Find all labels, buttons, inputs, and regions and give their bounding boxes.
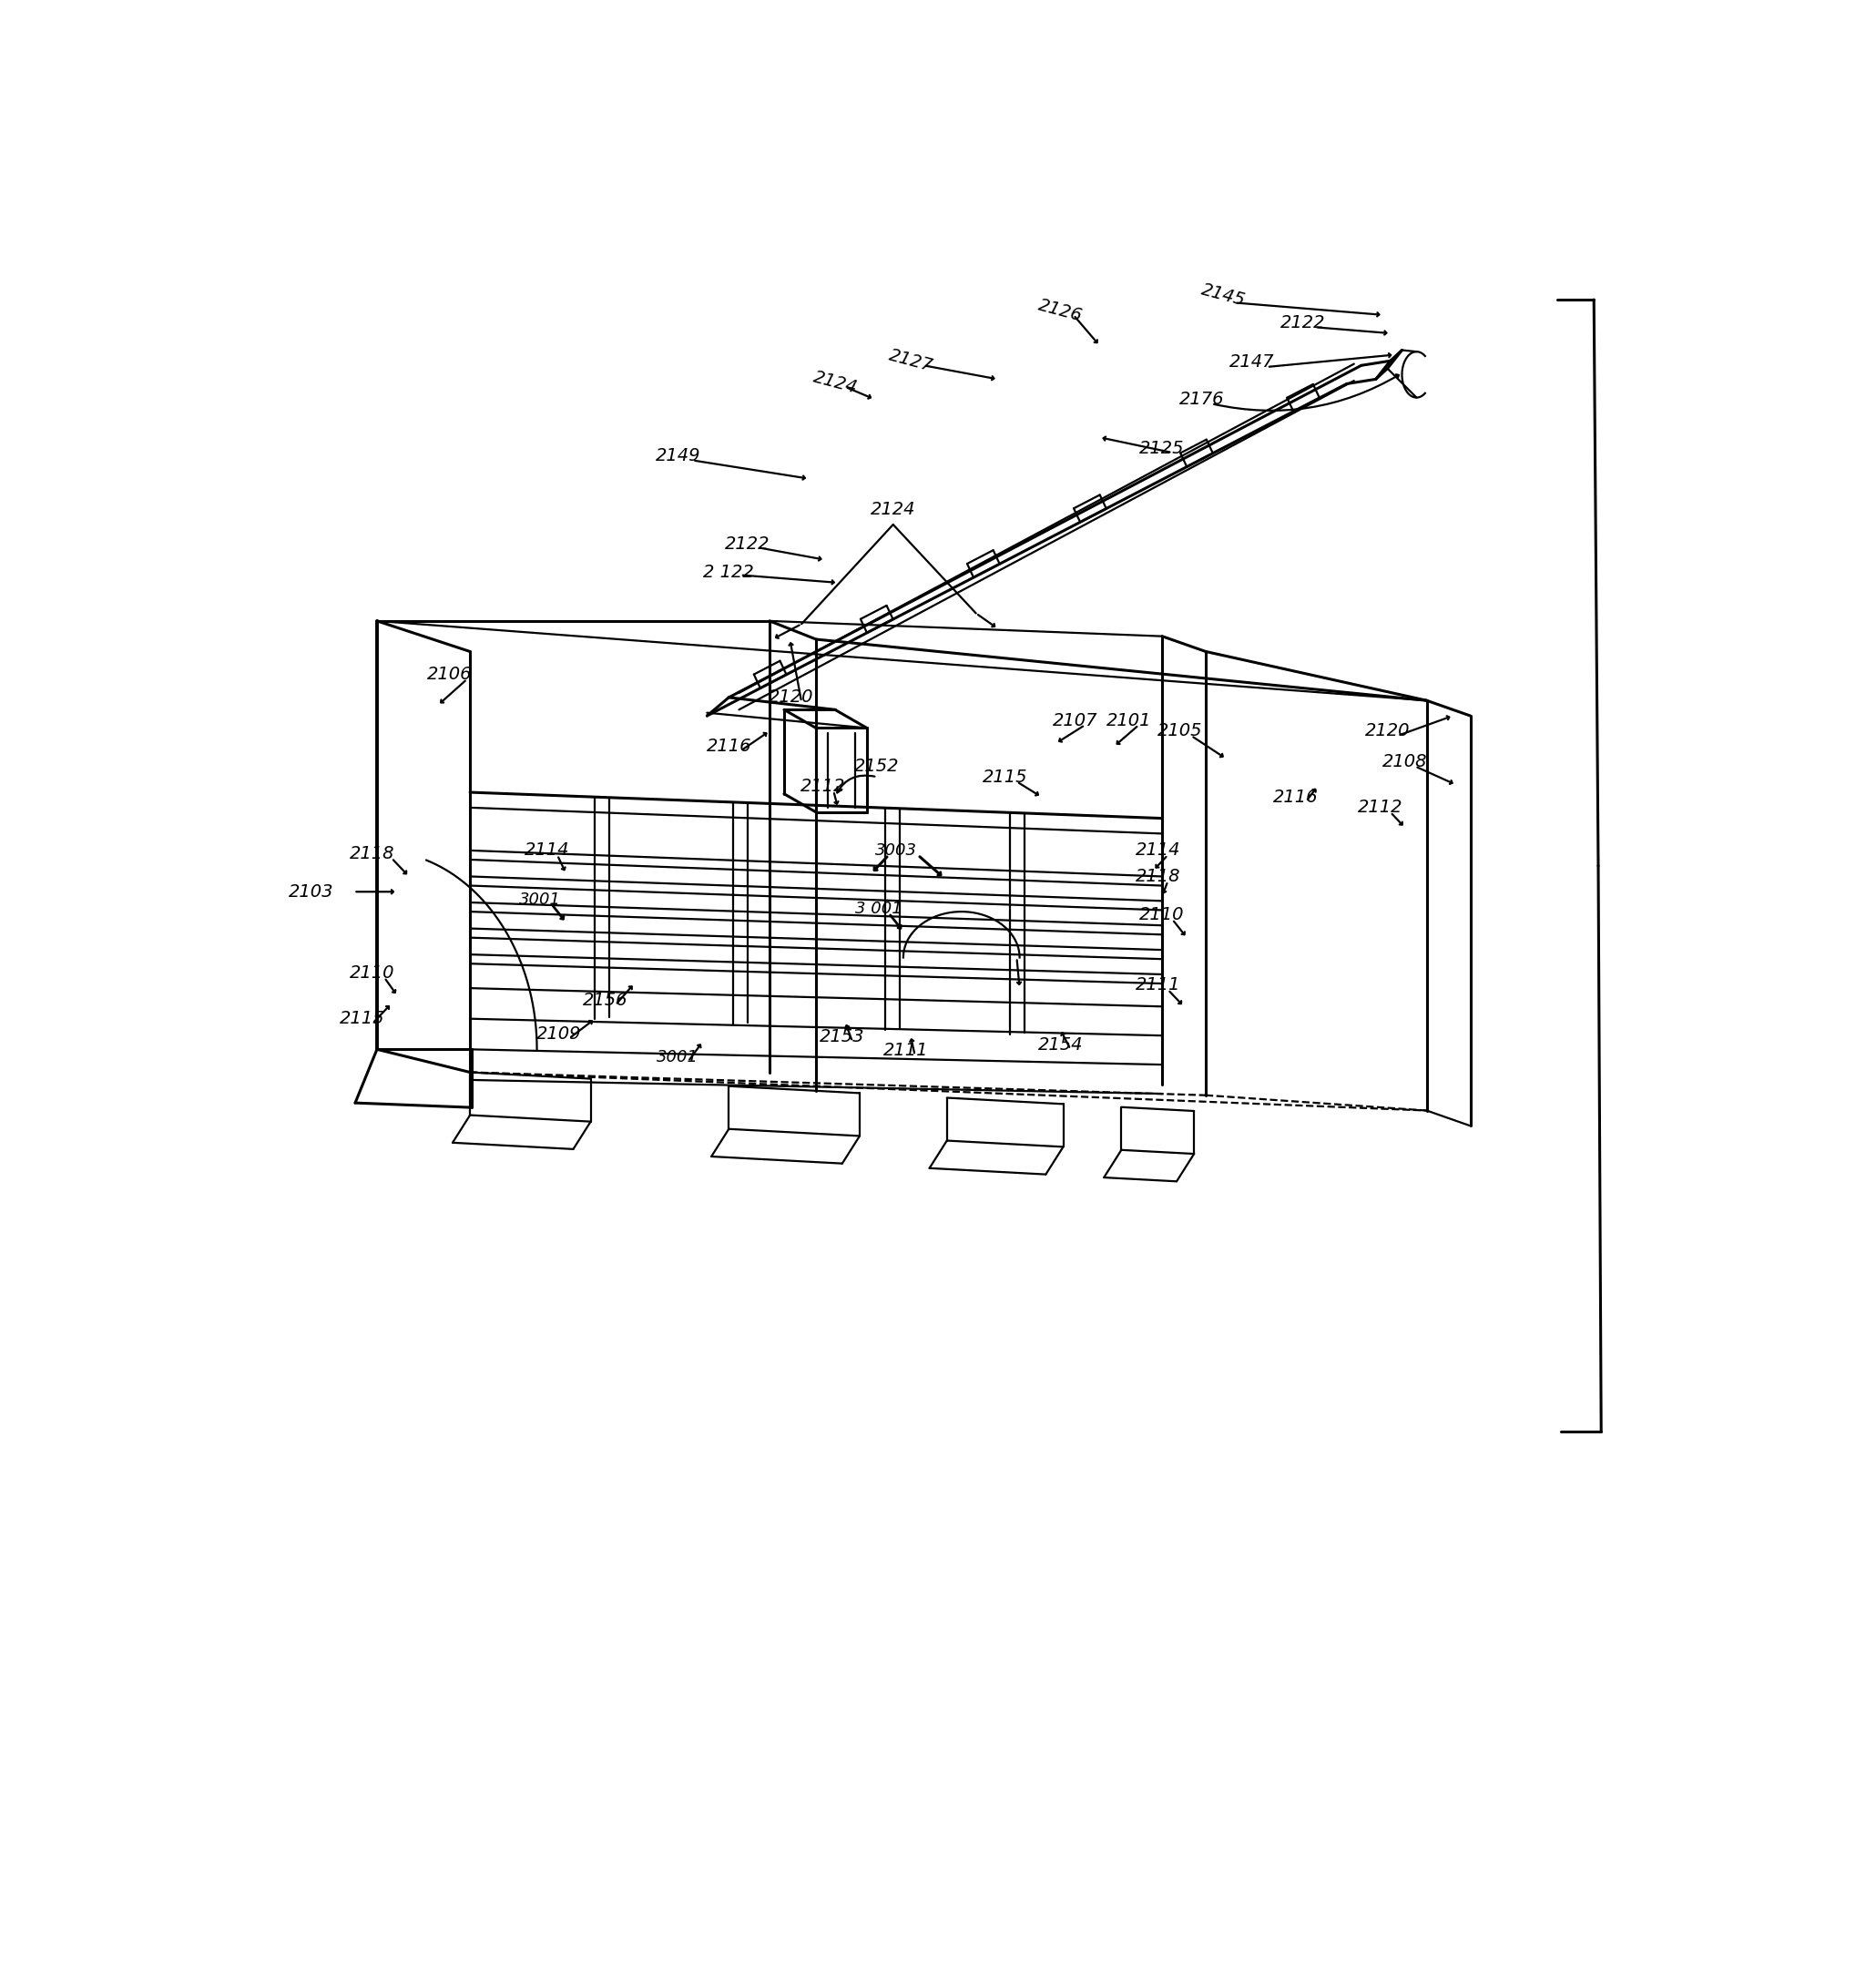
Text: 2127: 2127 — [887, 346, 934, 376]
Text: 2103: 2103 — [289, 882, 334, 900]
Text: 2118: 2118 — [1135, 868, 1180, 884]
Text: 2145: 2145 — [1199, 280, 1248, 310]
Text: 3 001: 3 001 — [855, 900, 902, 916]
Text: 2122: 2122 — [1281, 314, 1326, 332]
Text: 2106: 2106 — [428, 666, 473, 684]
Text: 2153: 2153 — [820, 1029, 865, 1045]
Text: 2152: 2152 — [855, 757, 900, 775]
Text: 2114: 2114 — [1135, 842, 1180, 858]
Text: 2147: 2147 — [1229, 354, 1276, 372]
Text: 2116: 2116 — [705, 737, 752, 755]
Text: 2114: 2114 — [525, 842, 570, 858]
Text: 2109: 2109 — [537, 1025, 582, 1043]
Text: 2108: 2108 — [1383, 753, 1428, 771]
Text: 2124: 2124 — [810, 368, 859, 397]
Text: 2115: 2115 — [983, 769, 1028, 785]
Text: 2101: 2101 — [1107, 711, 1152, 729]
Text: 2120: 2120 — [769, 689, 814, 705]
Text: 2111: 2111 — [884, 1043, 929, 1059]
Text: 2149: 2149 — [655, 447, 700, 465]
Text: 2105: 2105 — [1157, 723, 1203, 739]
Text: 2125: 2125 — [1139, 439, 1184, 457]
Text: 3001: 3001 — [520, 892, 561, 908]
Text: 2 122: 2 122 — [704, 564, 754, 580]
Text: 2176: 2176 — [1178, 389, 1223, 407]
Text: 3003: 3003 — [874, 842, 917, 858]
Text: 2124: 2124 — [870, 501, 915, 519]
Text: 2156: 2156 — [583, 992, 628, 1009]
Text: 2111: 2111 — [1135, 976, 1180, 994]
Text: 2107: 2107 — [1052, 711, 1097, 729]
Text: 2126: 2126 — [1036, 296, 1084, 324]
Text: 2110: 2110 — [1139, 906, 1184, 924]
Text: 2122: 2122 — [726, 536, 771, 552]
Text: 2115: 2115 — [340, 1009, 385, 1027]
Text: 3001: 3001 — [657, 1049, 700, 1065]
Text: 2116: 2116 — [1274, 789, 1319, 805]
Text: 2112: 2112 — [801, 777, 846, 795]
Text: 2154: 2154 — [1037, 1035, 1082, 1053]
Text: 2110: 2110 — [351, 964, 396, 982]
Text: 2118: 2118 — [351, 844, 396, 862]
Text: 2112: 2112 — [1358, 799, 1403, 817]
Text: 2120: 2120 — [1366, 723, 1411, 739]
